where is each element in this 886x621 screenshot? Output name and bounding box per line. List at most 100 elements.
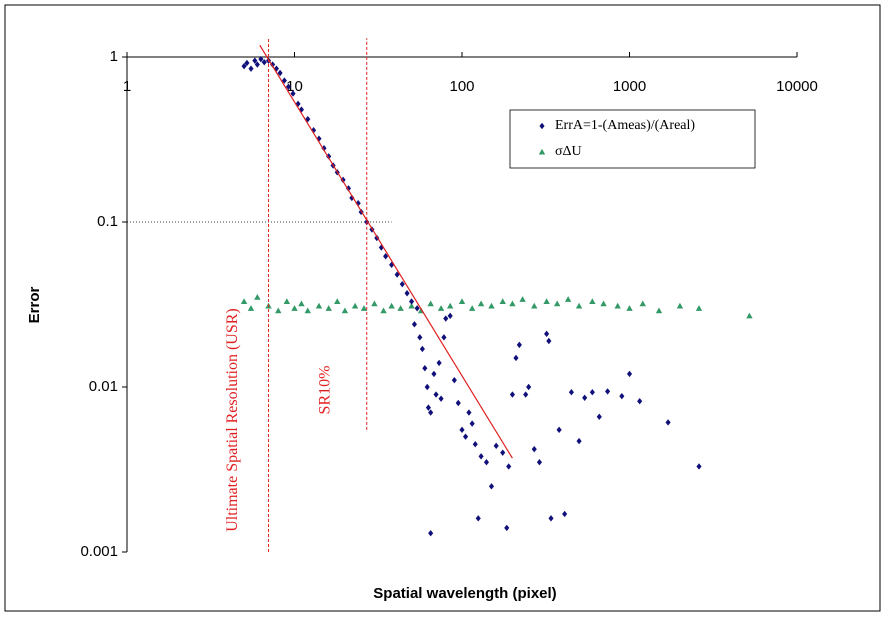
reference-label: SR10%: [316, 366, 333, 415]
point: [428, 409, 434, 416]
point: [596, 413, 602, 420]
x-tick-label: 10: [286, 78, 303, 95]
point: [475, 515, 481, 522]
point: [531, 302, 538, 309]
point: [451, 376, 457, 384]
x-tick-label: 1000: [613, 78, 646, 95]
point: [513, 354, 519, 362]
point: [499, 298, 506, 305]
legend-marker: [538, 148, 546, 155]
y-tick-label: 1: [110, 48, 118, 65]
point: [241, 62, 247, 70]
point: [247, 305, 255, 311]
point: [261, 59, 267, 66]
point: [462, 433, 469, 440]
point: [477, 300, 485, 307]
point: [305, 115, 311, 123]
point: [341, 307, 349, 314]
point: [446, 302, 454, 309]
point: [564, 296, 572, 302]
point: [466, 409, 472, 416]
point: [388, 302, 395, 309]
point: [397, 305, 404, 311]
point: [291, 305, 298, 311]
legend-label: σΔU: [555, 144, 582, 159]
point: [523, 391, 529, 398]
y-tick-label: 0.1: [97, 213, 118, 230]
point: [437, 305, 445, 311]
point: [428, 529, 434, 537]
point: [438, 395, 444, 402]
point: [304, 307, 311, 314]
point: [399, 280, 405, 288]
point: [458, 298, 466, 305]
point: [589, 389, 595, 396]
point: [281, 77, 287, 84]
point: [277, 69, 283, 77]
point: [504, 524, 510, 532]
point: [695, 305, 703, 311]
point: [509, 300, 516, 307]
x-tick-label: 100: [449, 78, 474, 95]
point: [676, 302, 684, 309]
point: [283, 298, 291, 305]
point: [447, 312, 453, 320]
point: [315, 302, 323, 309]
point: [248, 65, 254, 72]
point: [240, 298, 248, 305]
point: [472, 441, 478, 448]
point: [459, 426, 465, 434]
x-tick-label: 1: [123, 78, 131, 95]
point: [275, 307, 282, 314]
point: [371, 300, 378, 307]
point: [436, 359, 442, 367]
point: [441, 334, 447, 341]
point: [639, 300, 646, 307]
y-axis-title: Error: [26, 287, 43, 324]
point: [568, 389, 574, 396]
point: [417, 334, 423, 341]
point: [493, 442, 499, 450]
point: [696, 463, 702, 470]
point: [424, 383, 430, 391]
point: [483, 459, 490, 466]
point: [516, 341, 522, 349]
point: [509, 391, 515, 398]
point: [468, 305, 476, 311]
point: [546, 337, 552, 345]
point: [349, 194, 355, 202]
point: [244, 59, 250, 67]
point: [351, 302, 359, 309]
point: [536, 459, 543, 466]
point: [582, 394, 588, 402]
point: [488, 302, 495, 309]
point: [374, 234, 380, 242]
point: [419, 345, 425, 353]
point: [360, 305, 368, 311]
point: [409, 298, 415, 305]
point: [478, 453, 484, 460]
point: [414, 305, 420, 312]
point: [526, 383, 532, 391]
point: [614, 302, 621, 309]
point: [334, 298, 341, 305]
legend-label: ErrA=1-(Ameas)/(Areal): [555, 118, 695, 133]
point: [626, 370, 633, 378]
point: [544, 330, 550, 338]
point: [531, 445, 537, 453]
point: [345, 185, 352, 192]
point: [488, 483, 495, 490]
point: [619, 392, 625, 400]
point: [746, 312, 753, 319]
point: [443, 315, 449, 322]
point: [548, 515, 554, 522]
point: [455, 399, 461, 407]
y-tick-label: 0.001: [80, 543, 118, 560]
point: [556, 426, 562, 434]
x-axis-title: Spatial wavelength (pixel): [373, 585, 556, 602]
point: [433, 391, 439, 398]
point: [389, 261, 395, 269]
point: [637, 398, 643, 405]
